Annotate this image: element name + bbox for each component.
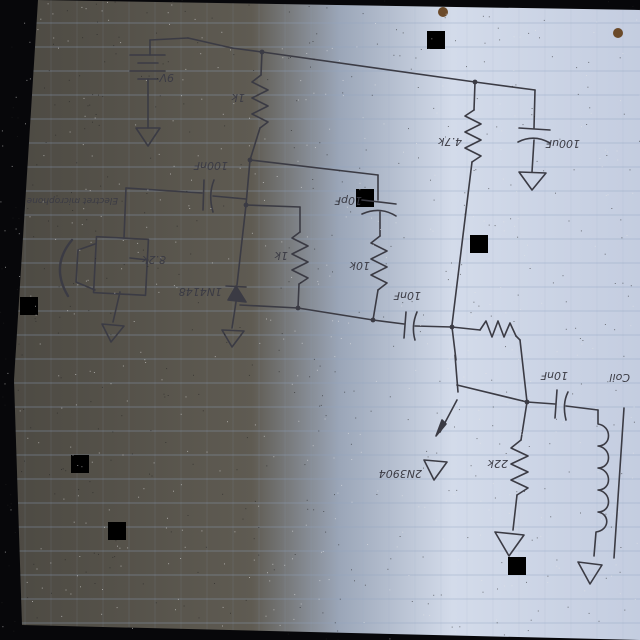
label-c-coupling: 10nF (393, 289, 421, 302)
label-c-output: 10nF (540, 369, 568, 382)
resistor-1k-mid (291, 231, 309, 309)
coil-inductor (577, 407, 625, 585)
label-r-bias: 10k (349, 259, 370, 272)
capacitor-10nf-output (526, 389, 599, 421)
label-c-feedback: 10pF (334, 194, 362, 207)
battery-symbol (129, 37, 189, 147)
paper-sheet (14, 0, 640, 640)
label-c-supply: 100uF (545, 137, 580, 150)
resistor-feedback (451, 320, 528, 403)
diode-1n4148 (221, 204, 247, 348)
capacitor-10pf (361, 174, 397, 237)
capacitor-100nf (125, 179, 247, 213)
microphone-symbol (58, 187, 150, 343)
junction-dots (243, 49, 530, 405)
label-r-collector: 4.7k (438, 135, 462, 148)
transistor-2n3904 (423, 326, 528, 481)
resistor-1k (249, 51, 269, 161)
capacitor-10nf-coupling (403, 311, 453, 341)
label-c-main: 100nF (193, 159, 228, 172)
redaction-blocks (20, 31, 526, 575)
label-coil: Coil (609, 371, 630, 384)
label-r-emitter: 22k (487, 457, 508, 470)
capacitor-100uf (517, 127, 551, 191)
resistor-4k7 (451, 81, 482, 326)
binder-hole (613, 28, 623, 38)
top-rail-wire (474, 81, 536, 91)
label-mic-side: 8.2k (142, 253, 166, 266)
label-diode: 1N4148 (179, 285, 222, 298)
resistor-10k (370, 235, 388, 321)
switch-symbol (187, 37, 263, 53)
label-microphone: Electret microphone (26, 195, 118, 205)
label-r-top: 1k (231, 91, 245, 104)
binder-hole (438, 7, 448, 17)
resistor-22k (494, 401, 529, 557)
label-transistor: 2N3904 (379, 467, 422, 480)
label-battery: 9V (158, 71, 174, 84)
label-r-mid: 1k (274, 249, 288, 262)
top-rail-wire (261, 51, 476, 83)
